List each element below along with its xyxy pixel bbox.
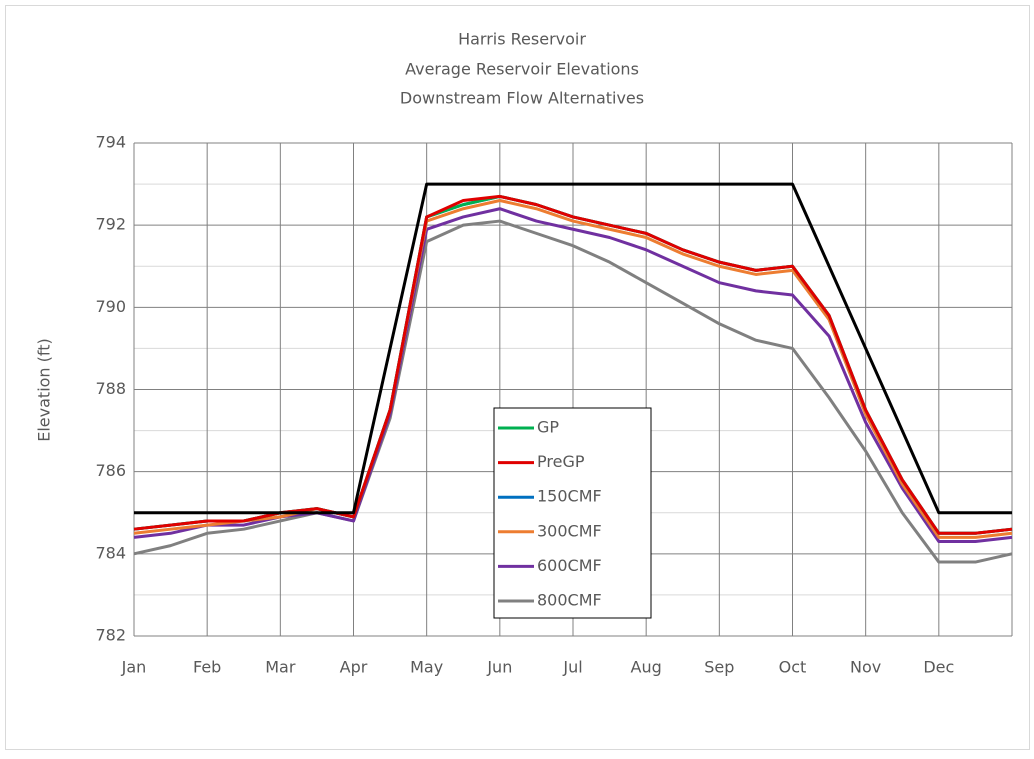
y-tick-label: 790 — [95, 297, 126, 316]
y-tick-label: 794 — [95, 133, 126, 152]
legend-label: 800CMF — [537, 591, 602, 610]
x-tick-label: May — [410, 658, 443, 677]
legend-label: 600CMF — [537, 556, 602, 575]
y-tick-label: 792 — [95, 215, 126, 234]
x-tick-label: Jun — [486, 658, 512, 677]
x-tick-label: Mar — [265, 658, 296, 677]
x-tick-label: Nov — [850, 658, 881, 677]
chart-subtitle: Downstream Flow Alternatives — [400, 89, 644, 108]
x-tick-label: Dec — [923, 658, 954, 677]
y-axis-label: Elevation (ft) — [35, 338, 54, 442]
chart-subtitle: Average Reservoir Elevations — [405, 60, 639, 79]
y-tick-label: 788 — [95, 379, 126, 398]
x-tick-label: Aug — [631, 658, 662, 677]
legend-label: PreGP — [537, 452, 585, 471]
legend-label: 300CMF — [537, 521, 602, 540]
y-tick-label: 784 — [95, 543, 126, 562]
series-line — [133, 219, 1013, 564]
series-line — [134, 182, 1012, 515]
chart-frame — [5, 5, 1030, 750]
legend-box — [493, 407, 652, 619]
x-tick-label: Jan — [121, 658, 147, 677]
legend-label: 150CMF — [537, 487, 602, 506]
y-tick-label: 782 — [95, 626, 126, 645]
x-tick-label: Jul — [562, 658, 582, 677]
legend-label: GP — [537, 418, 559, 437]
series-line — [133, 199, 1013, 539]
x-tick-label: Sep — [704, 658, 734, 677]
y-tick-label: 786 — [95, 461, 126, 480]
x-tick-label: Feb — [193, 658, 221, 677]
x-tick-label: Apr — [340, 658, 368, 677]
x-tick-label: Oct — [779, 658, 807, 677]
chart-title: Harris Reservoir — [458, 30, 586, 49]
